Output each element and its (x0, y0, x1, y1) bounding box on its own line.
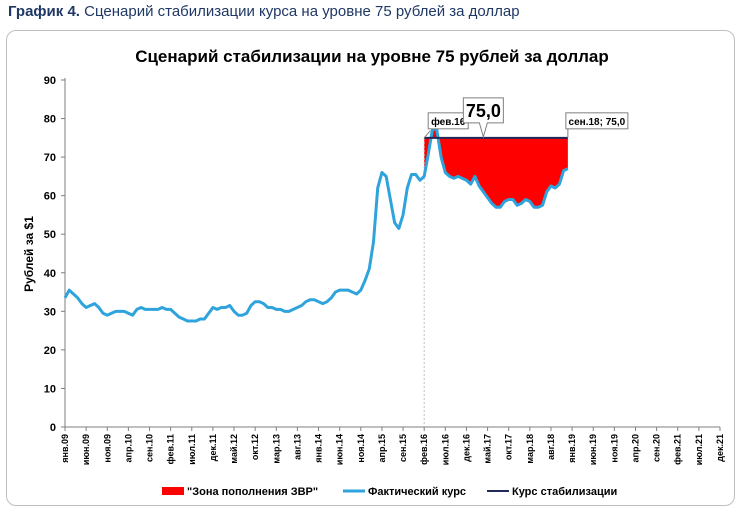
x-tick-label: дек.16 (461, 434, 471, 462)
legend-swatch-zone (162, 487, 184, 495)
x-tick-label: мар.13 (271, 434, 281, 464)
legend: "Зона пополнения ЗВР" Фактический курс Кур… (162, 486, 617, 498)
y-tick-label: 20 (44, 345, 56, 357)
x-tick-label: дек.21 (715, 434, 725, 462)
legend-label-actual: Фактический курс (368, 486, 466, 498)
value-callout-box (462, 97, 504, 139)
x-tick-label: июл.21 (694, 434, 704, 465)
x-tick-label: ноя.14 (356, 434, 366, 463)
x-tick-label: авг.18 (546, 434, 556, 460)
x-tick-label: сен.10 (145, 434, 155, 462)
start-callout-pointer (423, 130, 431, 139)
y-tick-label: 70 (44, 152, 56, 164)
y-tick-label: 80 (44, 114, 56, 126)
x-tick-label: мар.18 (525, 434, 535, 464)
x-tick-label: окт.17 (504, 434, 514, 460)
y-tick-label: 30 (44, 306, 56, 318)
x-tick-label: дек.11 (208, 434, 218, 461)
x-tick-label: янв.14 (314, 434, 324, 463)
x-tick-label: май.17 (483, 434, 493, 464)
series-layer (63, 126, 569, 323)
x-tick-label: июн.14 (335, 434, 345, 465)
x-tick-label: сен.20 (652, 434, 662, 462)
x-tick-label: апр.15 (377, 434, 387, 462)
figure-caption: График 4. Сценарий стабилизации курса на… (8, 3, 520, 20)
fill-zone-layer (424, 128, 568, 208)
x-tick-label: янв.09 (60, 434, 70, 463)
chart-title: Сценарий стабилизации на уровне 75 рубле… (135, 47, 609, 66)
annotation-layer: фев.16 сен.18; 75,0 75,0 (423, 97, 629, 139)
end-callout-box (565, 112, 629, 130)
x-tick-label: апр.20 (630, 434, 640, 462)
caption-prefix: График 4. (8, 3, 80, 20)
x-tick-label: сен.15 (398, 434, 408, 462)
x-tick-label: фев.21 (673, 434, 683, 465)
value-callout-label: 75,0 (466, 101, 501, 121)
x-tick-label: июн.19 (588, 434, 598, 465)
x-tick-label: ноя.09 (102, 434, 112, 463)
x-tick-label: ноя.19 (609, 434, 619, 463)
axes-layer: 0 10 20 30 40 50 60 70 80 90 янв.09 июн.09 ноя.09 апр… (44, 75, 725, 465)
y-tick-label: 50 (44, 229, 56, 241)
y-tick-label: 90 (44, 75, 56, 87)
legend-label-stabilization: Курс стабилизации (512, 486, 617, 498)
x-tick-label: фев.11 (166, 434, 176, 464)
x-tick-label: фев.16 (419, 434, 429, 465)
x-tick-label: июн.09 (81, 434, 91, 465)
reserve-zone-fill (424, 128, 568, 208)
x-tick-label: апр.10 (123, 434, 133, 462)
x-tick-label: июл.16 (440, 434, 450, 465)
x-tick-label: май.12 (229, 434, 239, 464)
x-tick-label: авг.13 (292, 434, 302, 460)
y-tick-label: 40 (44, 268, 56, 280)
x-tick-label: янв.19 (567, 434, 577, 463)
y-tick-label: 0 (50, 422, 56, 434)
legend-label-zone: "Зона пополнения ЗВР" (187, 486, 318, 498)
x-tick-label: июл.11 (187, 434, 197, 465)
start-callout-label: фев.16 (431, 116, 466, 128)
y-axis-label: Рублей за $1 (22, 216, 36, 292)
x-tick-label: окт.12 (250, 434, 260, 460)
end-callout-label: сен.18; 75,0 (569, 117, 626, 128)
caption-text: Сценарий стабилизации курса на уровне 75… (79, 3, 520, 20)
y-tick-label: 60 (44, 191, 56, 203)
y-tick-label: 10 (44, 383, 56, 395)
actual-rate-line (63, 126, 569, 323)
